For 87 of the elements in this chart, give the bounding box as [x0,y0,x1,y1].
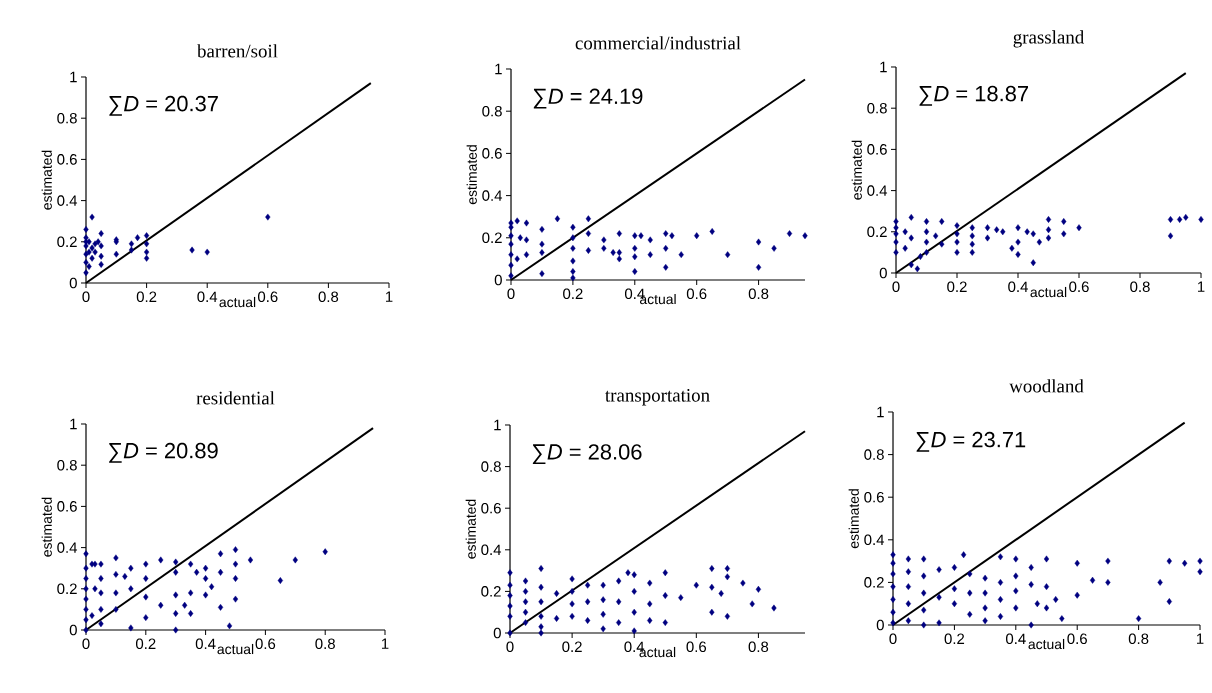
y-tick-label: 1 [494,419,501,431]
chart-title: woodland [1009,379,1084,393]
x-tick-label: 0 [82,638,90,650]
x-tick-label: 0.4 [1006,633,1026,645]
y-tick-label: 0.6 [867,144,887,155]
annotation: ∑D = 18.87 [919,85,1028,106]
y-tick-label: 0.4 [57,195,78,206]
x-tick-label: 0 [892,281,900,293]
x-tick-label: 0.6 [1067,633,1087,645]
y-tick-label: 0.2 [864,577,884,588]
y-axis-title: estimated [41,150,52,210]
y-tick-label: 1 [877,406,884,418]
y-tick-label: 0.4 [482,190,503,201]
x-tick-label: 0.6 [255,638,276,650]
y-tick-label: 0.8 [57,459,77,471]
y-tick-label: 1 [70,418,77,430]
annotation: ∑D = 20.89 [109,442,218,463]
x-tick-label: 0.6 [1069,281,1089,293]
y-tick-label: 0.6 [481,502,501,514]
x-tick-label: 0.2 [563,288,583,300]
y-tick-label: 0 [876,619,884,631]
x-tick-label: 1 [381,638,389,649]
annotation: ∑D = 24.19 [533,88,643,109]
x-tick-label: 0.2 [947,281,967,293]
y-tick-label: 1 [70,71,77,83]
y-tick-label: 0.6 [57,154,77,165]
x-axis-title: actual [1030,286,1067,298]
x-tick-label: 0.2 [944,633,965,645]
y-tick-label: 0.2 [481,586,501,597]
chart-title: barren/soil [197,44,278,58]
y-tick-label: 1 [495,63,502,75]
y-tick-label: 0.4 [481,544,502,556]
x-tick-label: 0.8 [748,641,769,653]
x-tick-label: 0 [507,288,515,300]
x-tick-label: 0.8 [748,288,769,300]
x-tick-label: 0.8 [318,291,339,303]
x-axis-title: actual [217,643,254,655]
annotation: ∑D = 20.37 [109,95,218,116]
y-tick-label: 0.8 [867,102,887,114]
x-axis-title: actual [219,296,256,308]
x-tick-label: 0.2 [136,291,157,303]
y-tick-label: 0.4 [867,185,888,196]
x-tick-label: 0.8 [1130,281,1150,293]
y-tick-label: 0.6 [864,491,884,503]
y-axis-title: estimated [41,497,52,557]
y-tick-label: 0.8 [864,449,884,460]
y-tick-label: 0.8 [482,105,502,117]
y-tick-label: 1 [880,61,887,73]
x-tick-label: 0.4 [197,291,218,303]
y-tick-label: 0.6 [57,501,77,512]
x-tick-label: 0.6 [686,288,707,300]
annotation: ∑D = 28.06 [532,444,642,465]
x-tick-label: 1 [1198,281,1205,292]
y-tick-label: 0.2 [57,583,77,595]
x-tick-label: 0.8 [1128,633,1149,645]
y-tick-label: 0 [69,624,77,636]
y-axis-title: estimated [848,489,859,549]
x-tick-label: 1 [1197,633,1204,644]
y-axis-title: estimated [465,499,476,559]
y-tick-label: 0.6 [482,148,502,159]
y-tick-label: 0.2 [57,236,77,248]
x-tick-label: 0 [506,641,514,653]
x-tick-label: 0.4 [1008,281,1028,293]
x-tick-label: 0.4 [195,638,216,650]
annotation: ∑D = 23.71 [916,431,1026,452]
y-tick-label: 0.8 [481,461,501,472]
y-tick-label: 0.8 [57,112,77,124]
x-tick-label: 0 [889,633,897,645]
x-tick-label: 1 [385,291,393,302]
y-tick-label: 0 [879,267,887,279]
x-tick-label: 0.6 [686,641,707,653]
x-tick-label: 0.8 [315,638,335,650]
y-axis-title: estimated [851,140,862,200]
chart-title: commercial/industrial [575,36,741,50]
x-axis-title: actual [1028,638,1065,650]
chart-title: transportation [605,388,710,406]
chart-title: grassland [1013,30,1085,48]
y-tick-label: 0.2 [482,232,502,244]
y-axis-title: estimated [466,145,477,205]
y-tick-label: 0.2 [867,226,887,238]
y-tick-label: 0.4 [57,542,78,553]
x-tick-label: 0.6 [257,291,278,303]
x-tick-label: 0.2 [135,638,156,650]
x-tick-label: 0.2 [562,641,582,653]
x-tick-label: 0 [82,291,90,303]
y-tick-label: 0.4 [864,534,885,546]
chart-title: residential [196,391,275,405]
